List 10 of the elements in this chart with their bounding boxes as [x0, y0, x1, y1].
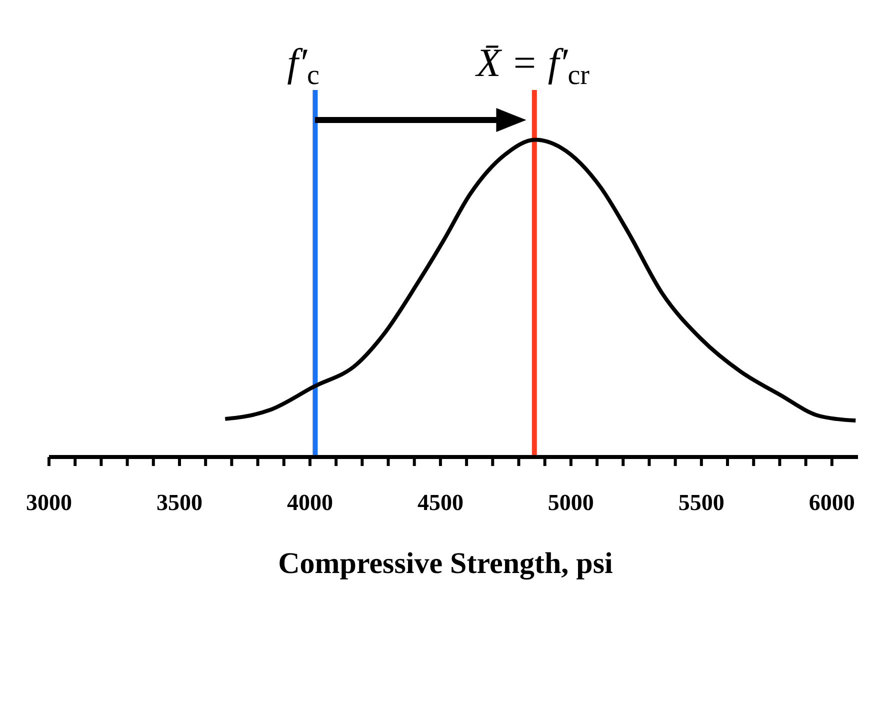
x-tick-label: 5500 [678, 490, 724, 515]
x-tick-label: 4000 [286, 490, 333, 515]
x-tick-label: 3500 [156, 490, 202, 515]
x-tick-label: 5000 [548, 490, 594, 515]
x-tick-label: 6000 [808, 490, 855, 515]
x-axis-title: Compressive Strength, psi [278, 547, 613, 580]
ref-line-label: f′$_{c}$ [287, 40, 320, 92]
x-tick-label: 3000 [26, 490, 72, 515]
ref-line-label: X̄ = f′$_{cr}$ [474, 40, 590, 92]
x-tick-label: 4500 [417, 490, 464, 515]
